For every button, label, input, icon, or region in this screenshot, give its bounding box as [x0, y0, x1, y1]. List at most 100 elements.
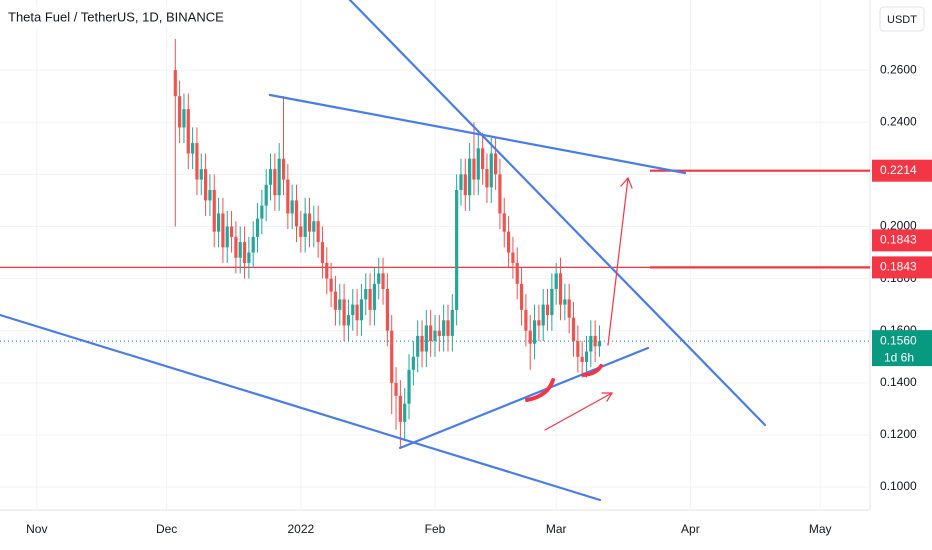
candle-body: [554, 273, 558, 290]
candle-body: [346, 315, 351, 326]
candle-body: [394, 382, 398, 396]
candle-body: [199, 169, 203, 180]
candle-body: [511, 252, 515, 263]
candle-body: [450, 309, 454, 336]
candle-body: [281, 158, 286, 180]
candle-body: [242, 242, 247, 263]
x-tick-label: Nov: [26, 522, 47, 536]
x-tick-label: Apr: [681, 522, 700, 536]
candle-body: [221, 213, 225, 248]
candle-body: [545, 304, 550, 316]
candle-body: [238, 242, 242, 258]
candle-body: [519, 283, 524, 310]
candle-body: [481, 148, 485, 170]
price-label: 0.2214: [880, 163, 917, 177]
highlight-curve: [582, 364, 603, 377]
candle-body: [312, 221, 316, 232]
candle-body: [294, 200, 299, 227]
candle-body: [303, 213, 307, 237]
price-label: 0.1843: [880, 260, 917, 274]
candle-body: [459, 174, 463, 190]
candle-body: [485, 169, 489, 188]
candle-body: [307, 213, 312, 232]
candle-body: [195, 143, 199, 180]
y-tick-label: 0.1000: [880, 479, 917, 493]
price-label: 0.1560: [880, 333, 917, 347]
candle-body: [498, 174, 502, 214]
candle-body: [463, 174, 467, 196]
price-label-box: [872, 159, 932, 182]
candle-body: [563, 299, 567, 305]
candle-body: [429, 325, 433, 342]
y-tick-label: 0.2400: [880, 114, 917, 128]
candle-body: [515, 262, 519, 284]
trend-line: [348, 0, 767, 427]
candle-body: [407, 369, 411, 404]
candle-body: [364, 289, 368, 300]
candle-body: [186, 109, 190, 154]
candle-body: [532, 320, 537, 344]
candle-body: [446, 320, 450, 336]
candle-body: [178, 96, 182, 128]
trend-line: [398, 346, 650, 450]
candle-body: [273, 169, 277, 196]
candle-body: [264, 184, 268, 206]
candle-body: [255, 218, 260, 237]
candle-body: [320, 242, 325, 263]
price-lines: [0, 169, 870, 342]
candle-body: [229, 226, 234, 237]
candle-body: [390, 330, 394, 383]
candle-body: [234, 236, 238, 258]
candle-body: [597, 341, 602, 347]
candle-body: [247, 252, 251, 263]
y-tick-label: 0.2600: [880, 62, 917, 76]
candle-body: [442, 320, 446, 336]
x-tick-label: May: [809, 522, 832, 536]
candle-body: [541, 304, 545, 326]
candle-body: [342, 299, 346, 326]
candle-body: [550, 289, 554, 316]
x-tick-label: Feb: [425, 522, 446, 536]
candle-body: [251, 236, 255, 253]
countdown: 1d 6h: [884, 350, 914, 364]
candle-body: [468, 158, 472, 196]
candle-body: [290, 200, 294, 214]
axes: 0.26000.24000.22000.20000.18000.16000.14…: [26, 62, 932, 536]
candle-body: [338, 299, 342, 310]
candle-body: [476, 148, 480, 180]
candle-body: [381, 273, 385, 290]
candle-body: [333, 291, 338, 310]
chart-title: Theta Fuel / TetherUS, 1D, BINANCE: [8, 9, 224, 24]
title-bg: [0, 6, 250, 28]
candle-body: [576, 341, 580, 357]
candle-body: [593, 335, 597, 347]
candle-body: [398, 395, 402, 422]
candle-body: [403, 403, 407, 422]
candle-body: [225, 226, 229, 248]
price-label: 0.1843: [880, 233, 917, 247]
candle-body: [208, 189, 212, 201]
candle-body: [316, 221, 320, 243]
x-tick-label: Dec: [156, 522, 177, 536]
candle-body: [493, 153, 498, 175]
x-tick-label: 2022: [287, 522, 314, 536]
highlight-curve: [525, 378, 555, 402]
candle-body: [424, 325, 428, 352]
candle-body: [359, 299, 364, 321]
candle-body: [489, 153, 493, 188]
candle-body: [524, 309, 528, 331]
candle-body: [216, 213, 221, 232]
candle-body: [260, 205, 264, 219]
x-tick-label: Mar: [546, 522, 567, 536]
candle-body: [420, 335, 424, 352]
candle-body: [433, 330, 437, 342]
candle-body: [351, 304, 355, 316]
candle-body: [528, 330, 532, 344]
y-tick-label: 0.1400: [880, 375, 917, 389]
candle-body: [537, 320, 541, 326]
candle-body: [416, 335, 420, 357]
candles: [173, 38, 602, 448]
currency-box[interactable]: [879, 6, 925, 32]
candle-body: [325, 262, 329, 279]
candle-body: [589, 335, 593, 352]
